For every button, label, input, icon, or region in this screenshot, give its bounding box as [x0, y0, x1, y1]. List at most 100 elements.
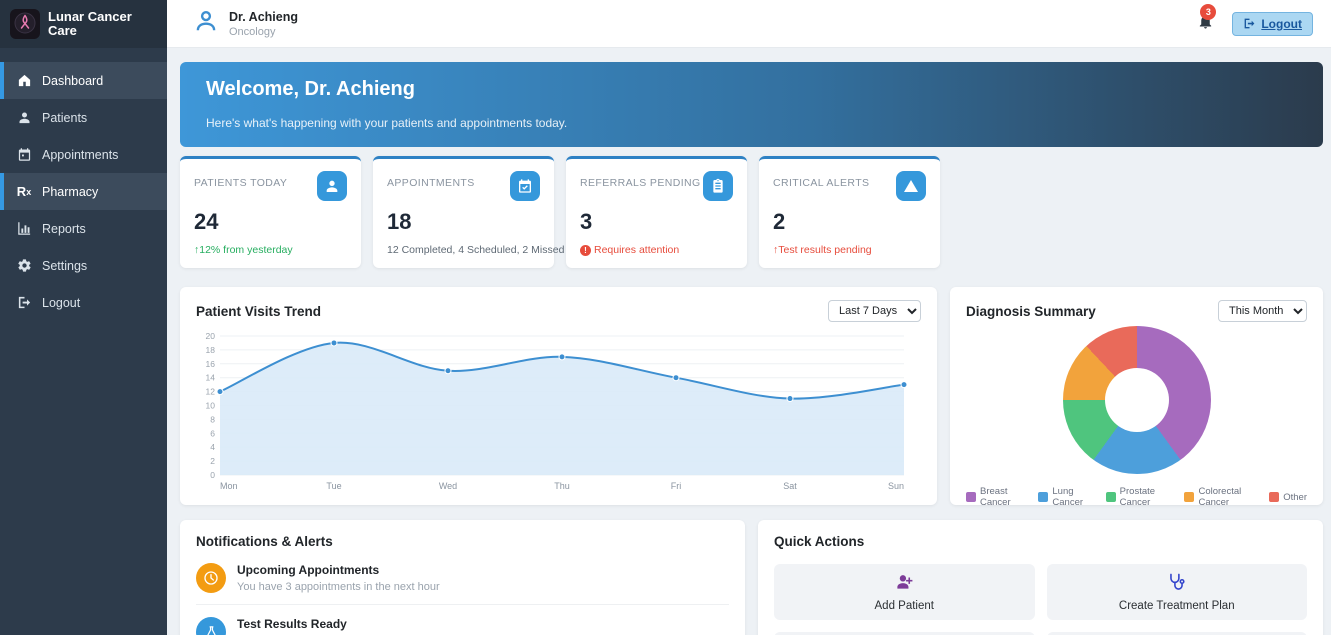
logout-icon [16, 295, 32, 311]
sidebar-item-reports[interactable]: Reports [0, 210, 167, 247]
stat-note: ! Requires attention [580, 244, 733, 256]
app-logo [10, 9, 40, 39]
welcome-banner: Welcome, Dr. Achieng Here's what's happe… [180, 62, 1323, 147]
notification-badge: 3 [1200, 3, 1217, 20]
sidebar-item-settings[interactable]: Settings [0, 247, 167, 284]
stats-row: PATIENTS TODAY 24 ↑12% from yesterday AP… [180, 156, 1323, 268]
svg-text:20: 20 [206, 331, 216, 341]
svg-text:12: 12 [206, 387, 216, 397]
flask-icon [196, 617, 226, 635]
doctor-name: Dr. Achieng [229, 9, 298, 24]
svg-text:0: 0 [210, 470, 215, 480]
sidebar-item-label: Reports [42, 221, 86, 236]
home-icon [16, 73, 32, 89]
svg-text:4: 4 [210, 442, 215, 452]
notification-upcoming-appointments[interactable]: Upcoming Appointments You have 3 appoint… [196, 551, 729, 605]
quick-actions-card: Quick Actions Add Patient Create Treatme… [758, 520, 1323, 635]
stat-label: CRITICAL ALERTS [773, 177, 870, 189]
legend-item: Colorectal Cancer [1184, 486, 1257, 508]
welcome-title: Welcome, Dr. Achieng [206, 78, 415, 100]
exclamation-circle-icon: ! [580, 244, 591, 256]
svg-text:6: 6 [210, 428, 215, 438]
stat-value: 2 [773, 209, 786, 234]
notifications-card: Notifications & Alerts Upcoming Appointm… [180, 520, 745, 635]
dashboard-content: Welcome, Dr. Achieng Here's what's happe… [167, 48, 1331, 635]
svg-text:16: 16 [206, 359, 216, 369]
alert-triangle-icon [896, 171, 926, 201]
stethoscope-icon [1167, 572, 1186, 594]
clock-icon [196, 563, 226, 593]
sidebar-item-dashboard[interactable]: Dashboard [0, 62, 167, 99]
calendar-check-icon [510, 171, 540, 201]
legend-item: Breast Cancer [966, 486, 1026, 508]
charts-row: Patient Visits Trend Last 7 Days 0 2 4 6 8 10… [180, 287, 1323, 508]
report-chart-icon [16, 221, 32, 237]
calendar-icon [16, 147, 32, 163]
legend-item: Lung Cancer [1038, 486, 1093, 508]
stat-card-referrals-pending: REFERRALS PENDING 3 ! Requires attention [566, 156, 747, 268]
notification-title: Test Results Ready [237, 617, 347, 631]
sidebar-item-appointments[interactable]: Appointments [0, 136, 167, 173]
diagnosis-range-select[interactable]: This Month [1218, 300, 1307, 322]
svg-text:Fri: Fri [671, 481, 682, 491]
patient-icon [317, 171, 347, 201]
add-patient-button[interactable]: Add Patient [774, 564, 1035, 620]
sidebar-item-label: Logout [42, 295, 81, 310]
diagnosis-summary-card: Diagnosis Summary This Month Breast Canc… [950, 287, 1323, 508]
stat-card-appointments: APPOINTMENTS 18 12 Completed, 4 Schedule… [373, 156, 565, 268]
notification-test-results[interactable]: Test Results Ready [196, 605, 729, 635]
stat-label: APPOINTMENTS [387, 177, 475, 189]
svg-text:Sun: Sun [888, 481, 904, 491]
clipboard-icon [703, 171, 733, 201]
trend-range-select[interactable]: Last 7 Days [828, 300, 921, 322]
welcome-subtitle: Here's what's happening with your patien… [206, 116, 568, 130]
notifications-title: Notifications & Alerts [196, 534, 333, 549]
svg-text:Sat: Sat [783, 481, 797, 491]
stat-card-patients-today: PATIENTS TODAY 24 ↑12% from yesterday [180, 156, 361, 268]
bottom-row: Notifications & Alerts Upcoming Appointm… [180, 520, 1323, 635]
quick-action-label: Create Treatment Plan [1118, 600, 1235, 612]
patients-icon [16, 110, 32, 126]
logout-button-label: Logout [1261, 16, 1302, 31]
svg-text:Mon: Mon [220, 481, 238, 491]
stat-card-critical-alerts: CRITICAL ALERTS 2 ↑Test results pending [759, 156, 940, 268]
quick-action-button[interactable] [1046, 632, 1307, 635]
main-area: Dr. Achieng Oncology 3 Logout Welcome, D… [167, 0, 1331, 635]
sidebar-item-label: Settings [42, 258, 88, 273]
patient-visits-line-chart: 0 2 4 6 8 10 12 14 16 18 20 Mon Tue Wed Thu Fri Sat Sun [196, 322, 921, 498]
trend-chart-title: Patient Visits Trend [196, 303, 322, 319]
diagnosis-donut-zone: Breast Cancer Lung Cancer Prostate Cance… [966, 322, 1307, 508]
person-plus-icon [895, 572, 914, 594]
logo-area: Lunar Cancer Care [0, 0, 167, 48]
create-treatment-plan-button[interactable]: Create Treatment Plan [1046, 564, 1307, 620]
svg-text:8: 8 [210, 414, 215, 424]
user-block: Dr. Achieng Oncology [193, 8, 298, 39]
doctor-department: Oncology [229, 25, 276, 38]
user-avatar-icon [193, 8, 219, 39]
stat-label: PATIENTS TODAY [194, 177, 288, 189]
svg-text:Wed: Wed [439, 481, 457, 491]
svg-text:10: 10 [206, 401, 216, 411]
topbar: Dr. Achieng Oncology 3 Logout [167, 0, 1331, 48]
diagnosis-donut-chart [1062, 326, 1211, 474]
sidebar-item-patients[interactable]: Patients [0, 99, 167, 136]
stat-note: ↑Test results pending [773, 244, 872, 256]
notifications-bell[interactable]: 3 [1197, 3, 1217, 35]
gear-icon [16, 258, 32, 274]
stat-value: 18 [387, 209, 412, 234]
sidebar-item-label: Dashboard [42, 73, 104, 88]
logout-button[interactable]: Logout [1232, 11, 1313, 36]
notification-title: Upcoming Appointments [237, 563, 380, 577]
sidebar-item-label: Patients [42, 110, 88, 125]
quick-action-button[interactable] [774, 632, 1035, 635]
sidebar-item-logout[interactable]: Logout [0, 284, 167, 321]
svg-text:14: 14 [206, 373, 216, 383]
svg-text:Thu: Thu [554, 481, 570, 491]
legend-item: Other [1269, 486, 1307, 508]
quick-actions-grid: Add Patient Create Treatment Plan [774, 564, 1307, 635]
stat-note: 12 Completed, 4 Scheduled, 2 Missed [387, 244, 565, 256]
quick-actions-title: Quick Actions [774, 534, 865, 549]
